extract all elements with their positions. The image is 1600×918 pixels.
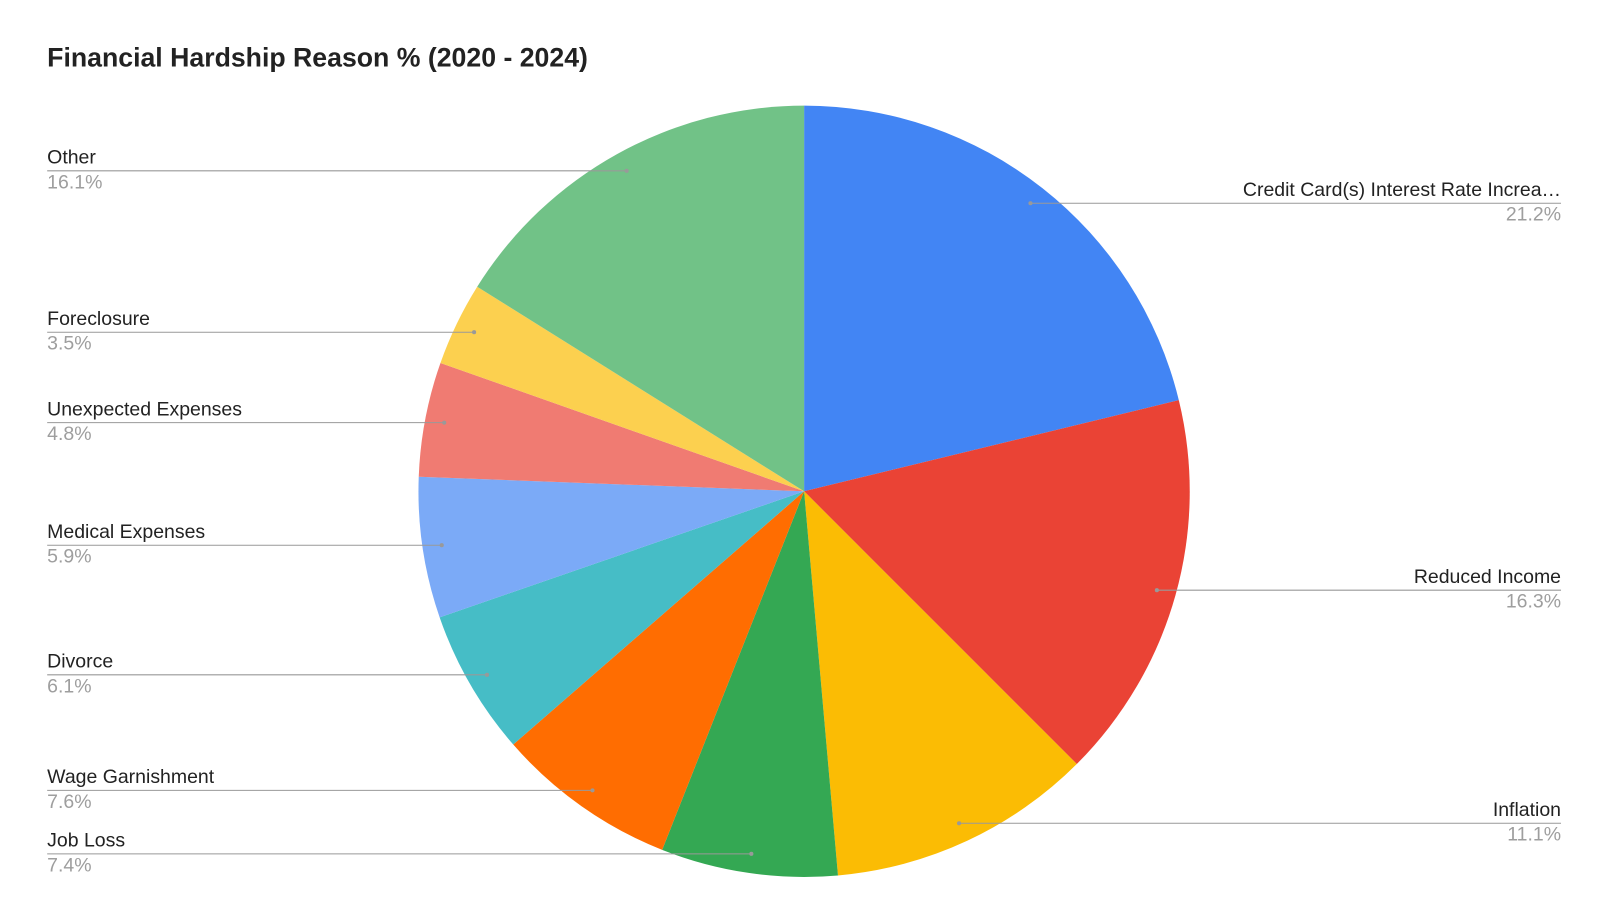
- slice-value-label: 6.1%: [47, 675, 91, 697]
- pie-slice: [662, 491, 838, 877]
- slice-value-label: 7.4%: [47, 854, 91, 876]
- slice-label: Medical Expenses: [47, 521, 205, 543]
- slice-label: Divorce: [47, 651, 113, 673]
- pie-slice: [804, 491, 1077, 876]
- pie-slice: [513, 491, 805, 850]
- slice-value-label: 4.8%: [47, 423, 91, 445]
- slice-label: Inflation: [1493, 799, 1561, 821]
- pie-slice: [418, 362, 805, 492]
- leader-dot: [1028, 201, 1033, 206]
- slice-value-label: 7.6%: [47, 791, 91, 813]
- pie-slice: [418, 476, 805, 618]
- slice-label: Credit Card(s) Interest Rate Increa…: [1243, 179, 1561, 201]
- slice-value-label: 21.2%: [1506, 204, 1561, 226]
- leader-dot: [1154, 588, 1159, 593]
- slice-value-label: 16.3%: [1506, 591, 1561, 613]
- pie-slice: [804, 105, 1179, 492]
- slice-label: Reduced Income: [1414, 566, 1561, 588]
- slice-value-label: 11.1%: [1507, 824, 1561, 846]
- slice-value-label: 16.1%: [47, 171, 102, 193]
- slice-label: Other: [47, 147, 96, 169]
- leader-dot: [484, 672, 490, 677]
- pie-slice: [804, 400, 1190, 764]
- leader-dot: [472, 330, 477, 335]
- pie-slice: [440, 286, 805, 492]
- leader-dot: [956, 821, 962, 826]
- chart-title: Financial Hardship Reason % (2020 - 2024…: [47, 43, 588, 73]
- pie-slice: [477, 105, 805, 492]
- leader-dot: [749, 851, 754, 856]
- leader-dot: [442, 420, 447, 425]
- slice-label: Foreclosure: [47, 308, 150, 330]
- leader-dot: [624, 168, 629, 173]
- slice-value-label: 3.5%: [47, 333, 91, 355]
- slice-label: Unexpected Expenses: [47, 398, 242, 420]
- slice-label: Wage Garnishment: [47, 766, 215, 788]
- slice-label: Job Loss: [47, 830, 125, 852]
- pie-slice: [439, 491, 805, 745]
- leader-dot: [439, 543, 444, 548]
- slice-value-label: 5.9%: [47, 546, 91, 568]
- leader-dot: [590, 788, 595, 793]
